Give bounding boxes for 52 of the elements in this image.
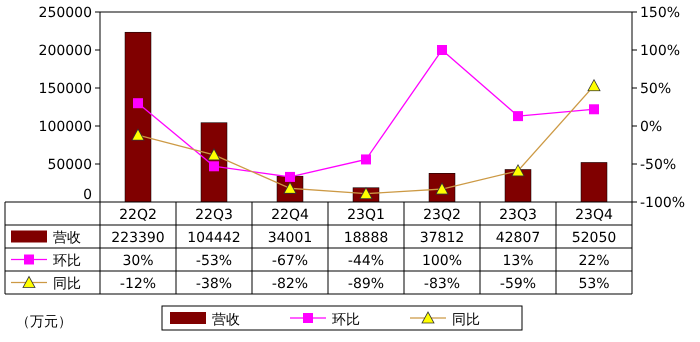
legend-label: 同比 <box>53 276 81 292</box>
data-label: 53% <box>578 276 610 292</box>
legend: 营收 环比 同比 <box>162 306 522 330</box>
data-label: -53% <box>196 253 232 269</box>
y-tick-label: 150000 <box>38 81 92 97</box>
data-label: 13% <box>502 253 534 269</box>
y-tick-label: 200000 <box>38 43 92 59</box>
data-label: 30% <box>122 253 154 269</box>
data-label: 52050 <box>572 230 616 246</box>
data-label: 34001 <box>268 230 312 246</box>
data-label: 22% <box>578 253 610 269</box>
x-tick-label: 22Q2 <box>119 207 157 223</box>
legend-label: 环比 <box>53 253 81 269</box>
data-label: -67% <box>272 253 308 269</box>
y2-tick-label: 150% <box>640 5 680 21</box>
data-label: 223390 <box>111 230 165 246</box>
y-tick-label: 0 <box>83 187 92 203</box>
data-label: -59% <box>500 276 536 292</box>
data-label: -83% <box>424 276 460 292</box>
point <box>589 104 599 114</box>
data-label: -44% <box>348 253 384 269</box>
data-label: 104442 <box>187 230 241 246</box>
data-label: 42807 <box>496 230 540 246</box>
y2-tick-label: 100% <box>640 43 680 59</box>
x-tick-label: 22Q4 <box>271 207 309 223</box>
x-tick-label: 23Q2 <box>423 207 461 223</box>
y-tick-label: 100000 <box>38 119 92 135</box>
data-label: 37812 <box>420 230 464 246</box>
point <box>209 161 219 172</box>
y2-tick-label: 50% <box>640 81 672 97</box>
text: （万元） <box>16 314 72 330</box>
point <box>361 154 371 164</box>
x-tick-label: 23Q1 <box>347 207 385 223</box>
point <box>437 45 447 55</box>
point <box>513 111 523 122</box>
legend-label: 营收 <box>53 230 81 246</box>
data-label: -38% <box>196 276 232 292</box>
y-tick-label: 250000 <box>38 5 92 21</box>
x-tick-label: 22Q3 <box>195 207 233 223</box>
y-tick-label: 50000 <box>47 157 92 173</box>
y2-tick-label: -100% <box>640 195 686 211</box>
y2-tick-label: 0% <box>640 119 662 135</box>
y2-tick-label: -50% <box>640 157 676 173</box>
data-label: 100% <box>422 253 462 269</box>
point <box>285 172 295 182</box>
data-label: 18888 <box>344 230 388 246</box>
point <box>133 98 143 108</box>
x-tick-label: 23Q4 <box>575 207 613 223</box>
data-label: -82% <box>272 276 308 292</box>
data-label: -12% <box>120 276 156 292</box>
data-label: -89% <box>348 276 384 292</box>
x-tick-label: 23Q3 <box>499 207 537 223</box>
